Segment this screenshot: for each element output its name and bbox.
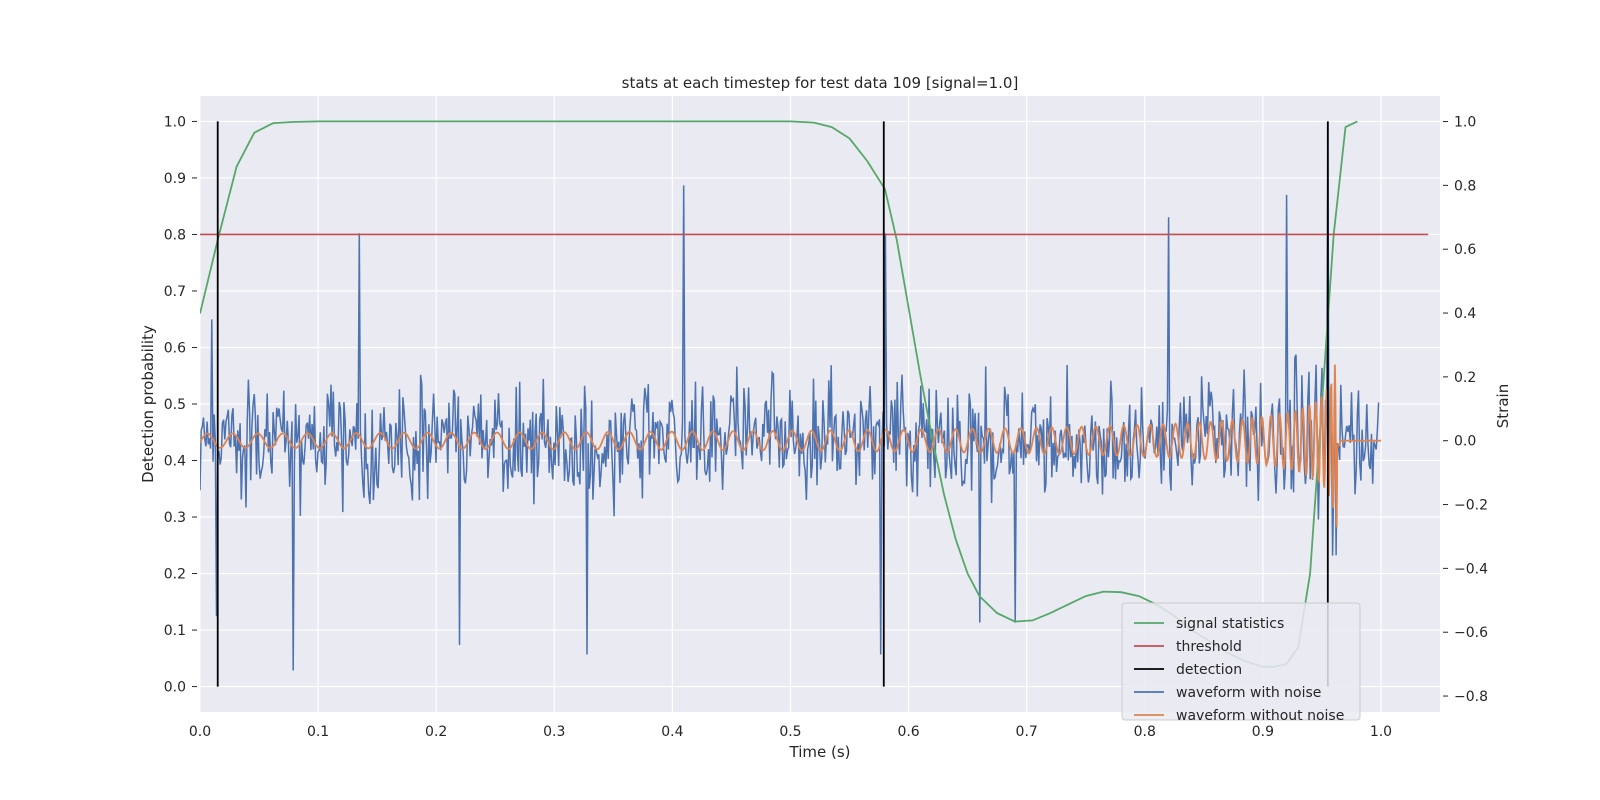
x-axis-label: Time (s): [789, 743, 851, 761]
y2-tick-label: −0.4: [1454, 561, 1488, 577]
y2-tick-label: 0.0: [1454, 434, 1476, 450]
chart-title: stats at each timestep for test data 109…: [622, 74, 1019, 92]
y2-tick-label: −0.2: [1454, 498, 1488, 514]
y-tick-label: 0.5: [164, 397, 186, 413]
x-tick-label: 0.0: [189, 724, 211, 740]
x-tick-label: 0.9: [1252, 724, 1274, 740]
x-tick-label: 1.0: [1370, 724, 1392, 740]
series-waveform-without-noise: [200, 364, 1381, 528]
y2-tick-label: −0.8: [1454, 689, 1488, 705]
y-tick-label: 0.2: [164, 567, 186, 583]
y-tick-label: 0.1: [164, 623, 186, 639]
legend-label: threshold: [1176, 639, 1242, 655]
x-tick-label: 0.4: [661, 724, 683, 740]
legend-label: detection: [1176, 662, 1242, 678]
y-tick-label: 0.8: [164, 227, 186, 243]
y-tick-label: 0.3: [164, 510, 186, 526]
series-waveform-with-noise: [200, 121, 1380, 671]
y-tick-label: 0.9: [164, 171, 186, 187]
y-tick-label: 1.0: [164, 114, 186, 130]
y-tick-label: 0.6: [164, 340, 186, 356]
x-tick-label: 0.5: [779, 724, 801, 740]
y2-axis-label: Strain: [1494, 384, 1512, 428]
legend-label: waveform without noise: [1176, 708, 1344, 724]
x-axis-ticks: 0.0 0.1 0.2 0.3 0.4 0.5 0.6 0.7 0.8 0.9 1.0: [189, 724, 1392, 740]
y2-tick-label: −0.6: [1454, 625, 1488, 641]
y2-tick-label: 0.2: [1454, 370, 1476, 386]
legend-label: signal statistics: [1176, 616, 1284, 632]
right-y-axis-ticks: −0.8 −0.6 −0.4 −0.2 0.0 0.2 0.4 0.6 0.8 1.0: [1443, 115, 1488, 705]
y-tick-label: 0.7: [164, 284, 186, 300]
y-axis-label: Detection probability: [139, 325, 157, 483]
x-tick-label: 0.1: [307, 724, 329, 740]
x-tick-label: 0.3: [543, 724, 565, 740]
y-tick-label: 0.4: [164, 454, 186, 470]
legend-label: waveform with noise: [1176, 685, 1321, 701]
x-tick-label: 0.8: [1134, 724, 1156, 740]
left-y-axis-ticks: 0.0 0.1 0.2 0.3 0.4 0.5 0.6 0.7 0.8 0.9 1.0: [164, 114, 197, 696]
legend: signal statistics threshold detection wavef…: [1121, 602, 1361, 724]
y-tick-label: 0.0: [164, 680, 186, 696]
legend-box: [1121, 602, 1361, 721]
y2-tick-label: 0.4: [1454, 306, 1476, 322]
x-tick-label: 0.7: [1016, 724, 1038, 740]
y2-tick-label: 1.0: [1454, 115, 1476, 131]
y2-tick-label: 0.6: [1454, 242, 1476, 258]
y2-tick-label: 0.8: [1454, 178, 1476, 194]
x-tick-label: 0.6: [897, 724, 919, 740]
x-tick-label: 0.2: [425, 724, 447, 740]
